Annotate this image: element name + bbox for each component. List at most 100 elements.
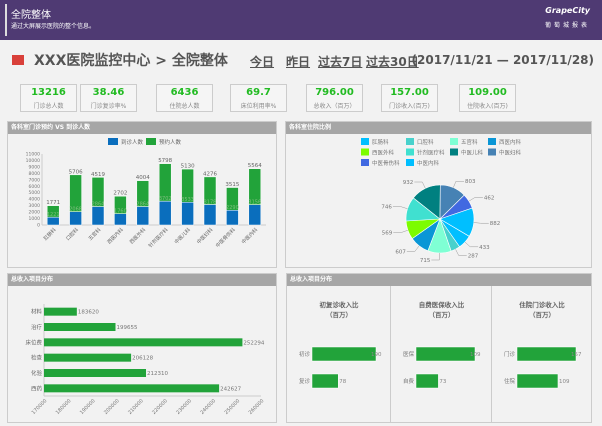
slice-label: 932 [403, 180, 414, 186]
pie-slice [439, 207, 475, 237]
leader-line [473, 222, 489, 224]
bar [516, 346, 577, 362]
x-tick-label: 中医内科 [240, 226, 259, 245]
data-label-booked: 3515 [225, 182, 239, 188]
data-label: 242627 [220, 386, 241, 392]
app-header: 全院整体 通过大屏展示医院的整个信息。 GrapeCity 葡萄城报表 [0, 0, 602, 40]
y-tick-label: 7000 [29, 177, 41, 183]
y-tick-label: 3000 [29, 203, 41, 209]
legend-swatch [488, 148, 496, 156]
x-tick-label: 190000 [79, 398, 97, 416]
header-subtitle: 通过大屏展示医院的整个信息。 [11, 23, 96, 30]
slice-label: 607 [395, 249, 406, 255]
legend-swatch [450, 138, 458, 145]
y-tick-label: 1000 [29, 216, 41, 222]
logo-text: GrapeCity [545, 6, 590, 15]
x-tick-label: 230000 [175, 398, 193, 416]
kpi-card: 69.7 床位利用率% [230, 84, 287, 112]
data-label-arrived: 3533 [181, 197, 194, 203]
y-tick-label: 检查 [31, 354, 43, 362]
data-label-booked: 5798 [158, 158, 172, 164]
data-label-arrived: 2864 [136, 202, 149, 208]
category-label: 复诊 [299, 377, 311, 385]
category-label: 住院 [504, 377, 516, 385]
bar-booked [181, 168, 194, 203]
category-label: 自费 [403, 377, 415, 385]
mini-chart-title: 自费医保收入比 [419, 300, 465, 309]
kpi-value: 157.00 [390, 87, 429, 98]
leader-line [453, 180, 464, 188]
legend-label: 西医外科 [372, 149, 395, 157]
x-tick-label: 中医妇科 [195, 226, 214, 245]
nav-today[interactable]: 今日 [250, 55, 275, 69]
x-tick-label: 210000 [127, 398, 145, 416]
legend-swatch [450, 148, 458, 156]
mini-bar-chart: 自费医保收入比 （百万） 医保 109 自费 73 [403, 300, 481, 389]
data-label: 206128 [132, 356, 153, 362]
panel-title: 总收入项目分布 [287, 274, 591, 286]
kpi-label: 住院总人数 [169, 103, 200, 110]
data-label-arrived: 3156 [248, 200, 261, 206]
y-tick-label: 2000 [29, 210, 41, 216]
nav-yesterday[interactable]: 昨日 [286, 55, 311, 69]
panel-inpatient-ratio: 各科室住院比例 肛肠科 口腔科 五官科 西医内科 西医外科 针剂医疗科 中医儿科 中医妇科 中医… [285, 121, 592, 268]
nav-30days[interactable]: 过去30日 [366, 55, 419, 69]
panel-title: 各科室住院比例 [286, 122, 591, 134]
bar [415, 346, 476, 362]
x-tick-label: 五官科 [87, 226, 103, 242]
hospital-icon [12, 55, 24, 65]
mini-chart-subtitle: （百万） [529, 311, 555, 319]
data-label: 212310 [147, 371, 168, 377]
bar-arrived [181, 201, 194, 226]
header-accent [5, 4, 7, 36]
kpi-label: 门诊收入(百万) [389, 103, 430, 110]
nav-7days[interactable]: 过去7日 [318, 55, 363, 69]
legend-label: 五官科 [461, 138, 478, 146]
legend-label: 中医骨伤科 [372, 159, 400, 167]
y-tick-label: 8000 [29, 171, 41, 177]
y-tick-label: 床位费 [25, 338, 42, 346]
legend-label: 中医妇科 [499, 149, 522, 157]
legend-swatch [488, 138, 496, 145]
panel-income-items: 总收入项目分布 材料 183620 治疗 199655 床位费 252294 检查 20612… [7, 273, 277, 423]
slice-label: 715 [420, 258, 431, 264]
data-label: 109 [470, 352, 481, 358]
data-label-arrived: 3178 [204, 199, 217, 205]
bar [44, 353, 132, 362]
x-tick-label: 肛肠科 [42, 226, 58, 242]
legend-swatch [146, 138, 156, 145]
bar-arrived [248, 204, 262, 226]
data-label-booked: 5706 [69, 169, 83, 175]
kpi-value: 109.00 [468, 87, 507, 98]
x-tick-label: 220000 [151, 398, 169, 416]
data-label-arrived: 1760 [114, 209, 127, 215]
kpi-card: 13216 门诊总人数 [20, 84, 77, 112]
bar [44, 384, 220, 393]
data-label-booked: 4004 [136, 175, 150, 181]
bar-arrived [203, 204, 217, 226]
bar [311, 373, 339, 389]
slice-label: 803 [465, 179, 476, 185]
mini-chart-title: 住院门诊收入比 [519, 300, 565, 309]
mini-bar-chart: 住院门诊收入比 （百万） 门诊 157 住院 109 [504, 300, 582, 389]
kpi-card: 109.00 住院收入(百万) [459, 84, 516, 112]
panel-appointments: 各科室门诊预约 VS 到诊人数 到诊人数 预约人数 0 1000 2000 3000 400… [7, 121, 277, 268]
bar-booked [136, 180, 150, 207]
data-label-booked: 5130 [181, 164, 195, 170]
kpi-value: 69.7 [246, 87, 271, 98]
x-tick-label: 250000 [224, 398, 242, 416]
data-label-arrived: 2290 [226, 205, 239, 211]
bar [44, 338, 243, 347]
x-tick-label: 180000 [55, 398, 73, 416]
x-tick-label: 260000 [248, 398, 266, 416]
slice-label: 287 [468, 253, 479, 259]
bar-booked [91, 177, 105, 207]
x-tick-label: 240000 [199, 398, 217, 416]
data-label-booked: 5564 [248, 163, 262, 169]
stacked-bar-chart: 到诊人数 预约人数 01000200030004000500060007000800… [26, 138, 266, 249]
header-title: 全院整体 [11, 10, 51, 21]
legend-label: 到诊人数 [121, 138, 144, 146]
bar [44, 369, 147, 377]
bar-booked [46, 205, 60, 218]
